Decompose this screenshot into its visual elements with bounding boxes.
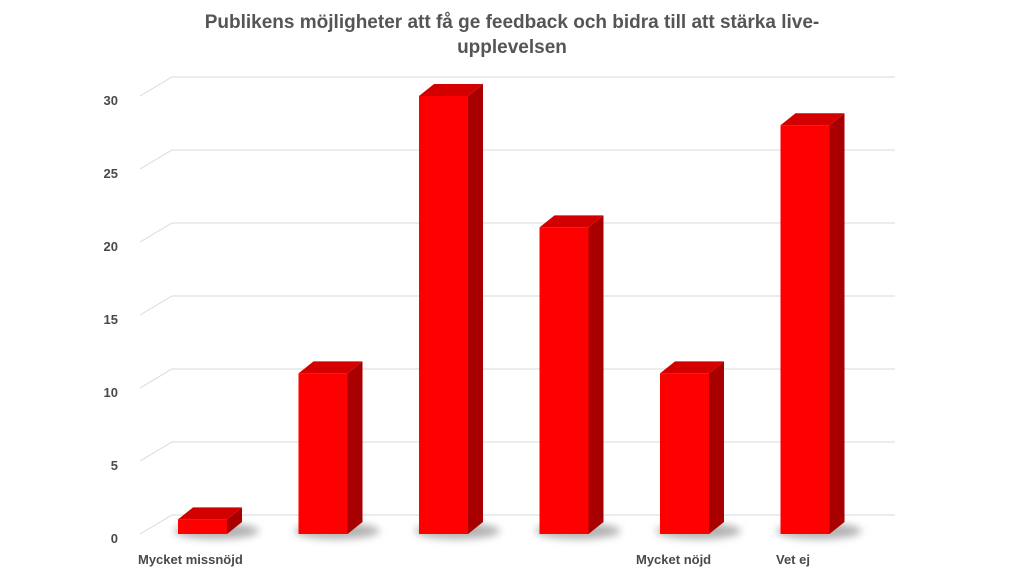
- grid-line: [139, 441, 895, 462]
- chart-title-line-2: upplevelsen: [457, 37, 567, 58]
- bar-front: [660, 373, 709, 534]
- chart-title: Publikens möjligheter att få ge feedback…: [205, 12, 820, 58]
- bar-side: [588, 215, 604, 534]
- bars: [178, 84, 845, 534]
- bar: [539, 215, 604, 534]
- x-category-label: Mycket nöjd: [636, 552, 711, 567]
- y-tick-label: 0: [111, 531, 118, 546]
- bar-top: [419, 84, 483, 96]
- y-tick-label: 25: [104, 166, 118, 181]
- bar-side: [709, 361, 724, 534]
- bar-side: [227, 507, 242, 534]
- x-axis-labels: Mycket missnöjd Mycket nöjd Vet ej: [138, 552, 810, 567]
- y-tick-label: 5: [111, 458, 118, 473]
- y-axis-ticks: 0 5 10 15 20 25 30: [104, 93, 118, 546]
- x-category-label: Vet ej: [776, 552, 810, 567]
- grid-line: [139, 76, 895, 97]
- bar-top: [660, 361, 724, 374]
- bar-top: [298, 361, 363, 374]
- bar-shadows: [174, 523, 862, 539]
- bar-front: [298, 373, 348, 534]
- grid-line: [139, 149, 895, 170]
- bar-front: [419, 96, 468, 534]
- bar-top: [178, 507, 242, 520]
- y-tick-label: 30: [104, 93, 118, 108]
- bar-top: [780, 113, 845, 126]
- grid-line: [139, 222, 895, 243]
- y-tick-label: 20: [104, 239, 118, 254]
- bar: [660, 361, 724, 534]
- bar-side: [829, 113, 845, 534]
- bar-front: [178, 519, 227, 534]
- bar: [780, 113, 845, 534]
- bar: [419, 84, 483, 534]
- bar: [298, 361, 363, 534]
- bar-front: [780, 125, 830, 534]
- y-tick-label: 10: [104, 385, 118, 400]
- grid-line: [139, 295, 895, 316]
- bar: [178, 507, 242, 534]
- y-tick-label: 15: [104, 312, 118, 327]
- bar-side: [347, 361, 363, 534]
- grid-lines: [139, 76, 895, 535]
- grid-line: [139, 514, 895, 535]
- bar-top: [539, 215, 604, 228]
- bar-side: [468, 84, 483, 534]
- chart-title-line-1: Publikens möjligheter att få ge feedback…: [205, 12, 820, 33]
- x-category-label: Mycket missnöjd: [138, 552, 243, 567]
- bar-front: [539, 227, 589, 534]
- grid-line: [139, 368, 895, 389]
